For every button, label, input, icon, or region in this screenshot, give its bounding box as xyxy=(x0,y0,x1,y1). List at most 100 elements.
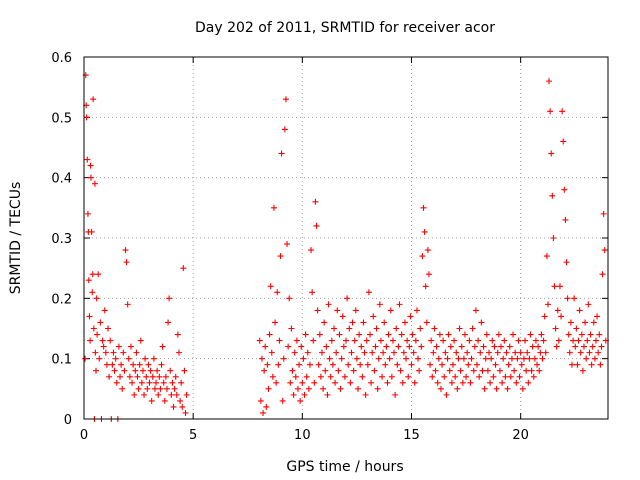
data-point xyxy=(400,349,407,356)
data-point xyxy=(93,367,100,374)
data-point xyxy=(504,385,511,392)
data-point xyxy=(129,379,136,386)
data-point xyxy=(126,373,133,380)
data-point xyxy=(491,343,498,350)
data-point xyxy=(540,337,547,344)
data-point xyxy=(171,385,178,392)
data-point xyxy=(367,331,374,338)
data-point xyxy=(343,337,349,344)
data-point xyxy=(560,138,567,145)
data-point xyxy=(428,337,435,344)
data-point xyxy=(375,355,382,362)
data-point xyxy=(181,367,188,374)
data-point xyxy=(596,331,603,338)
data-point xyxy=(97,319,104,326)
data-point xyxy=(471,343,478,350)
data-point xyxy=(301,391,308,398)
data-point xyxy=(595,349,602,356)
x-tick-label: 15 xyxy=(403,428,420,443)
data-point xyxy=(332,379,339,386)
data-point xyxy=(93,295,100,302)
data-point xyxy=(292,373,299,380)
data-point xyxy=(178,379,185,386)
data-point xyxy=(273,379,280,386)
data-point xyxy=(421,228,428,235)
data-point xyxy=(549,192,556,199)
data-point xyxy=(155,391,162,398)
data-point xyxy=(267,283,274,290)
data-point xyxy=(92,349,99,356)
data-point xyxy=(314,307,321,314)
data-point xyxy=(258,355,265,362)
data-point xyxy=(422,283,429,290)
data-point xyxy=(313,222,320,229)
data-point xyxy=(121,367,128,374)
data-point xyxy=(312,198,319,205)
data-point xyxy=(122,247,129,254)
data-point xyxy=(111,367,118,374)
data-point xyxy=(439,361,446,368)
data-point xyxy=(270,204,277,211)
data-point xyxy=(150,355,157,362)
data-point xyxy=(395,343,402,350)
data-point xyxy=(580,343,587,350)
data-point xyxy=(379,373,386,380)
data-point xyxy=(579,367,586,374)
data-point xyxy=(440,337,447,344)
data-point xyxy=(455,355,462,362)
data-point xyxy=(94,331,101,338)
data-point xyxy=(480,343,487,350)
data-point xyxy=(481,385,488,392)
data-point xyxy=(261,367,268,374)
data-point xyxy=(508,355,515,362)
data-point xyxy=(465,361,472,368)
data-point xyxy=(534,361,541,368)
data-point xyxy=(291,349,298,356)
data-point xyxy=(146,379,153,386)
data-point xyxy=(411,379,418,386)
data-point xyxy=(134,373,141,380)
data-point xyxy=(106,373,113,380)
data-point xyxy=(597,361,604,368)
data-point xyxy=(130,361,137,368)
data-point xyxy=(337,385,344,392)
data-point xyxy=(570,337,577,344)
x-tick-label: 5 xyxy=(189,428,197,443)
data-point xyxy=(183,391,190,398)
data-point xyxy=(272,319,279,326)
data-point xyxy=(163,385,170,392)
data-point xyxy=(370,313,377,320)
data-point xyxy=(527,331,534,338)
data-point xyxy=(513,379,520,386)
data-point xyxy=(472,307,479,314)
data-point xyxy=(587,331,594,338)
data-point xyxy=(369,349,376,356)
data-point xyxy=(459,379,466,386)
data-point xyxy=(384,379,391,386)
data-point xyxy=(507,373,514,380)
data-point xyxy=(333,349,340,356)
data-point xyxy=(452,373,459,380)
data-point xyxy=(269,373,276,380)
data-point xyxy=(326,355,333,362)
data-point xyxy=(478,319,485,326)
data-point xyxy=(413,307,420,314)
data-point xyxy=(506,343,513,350)
data-point xyxy=(364,361,371,368)
data-point xyxy=(170,403,177,410)
data-point xyxy=(412,337,419,344)
data-point xyxy=(512,349,519,356)
data-point xyxy=(371,367,378,374)
data-point xyxy=(486,349,493,356)
data-point xyxy=(468,355,475,362)
data-point xyxy=(298,343,305,350)
data-point xyxy=(347,379,354,386)
data-point xyxy=(296,361,303,368)
data-point xyxy=(113,379,120,386)
data-point xyxy=(449,361,456,368)
data-point xyxy=(360,319,367,326)
data-point xyxy=(483,331,490,338)
data-point xyxy=(362,391,369,398)
data-point xyxy=(335,367,342,374)
data-point xyxy=(435,355,442,362)
